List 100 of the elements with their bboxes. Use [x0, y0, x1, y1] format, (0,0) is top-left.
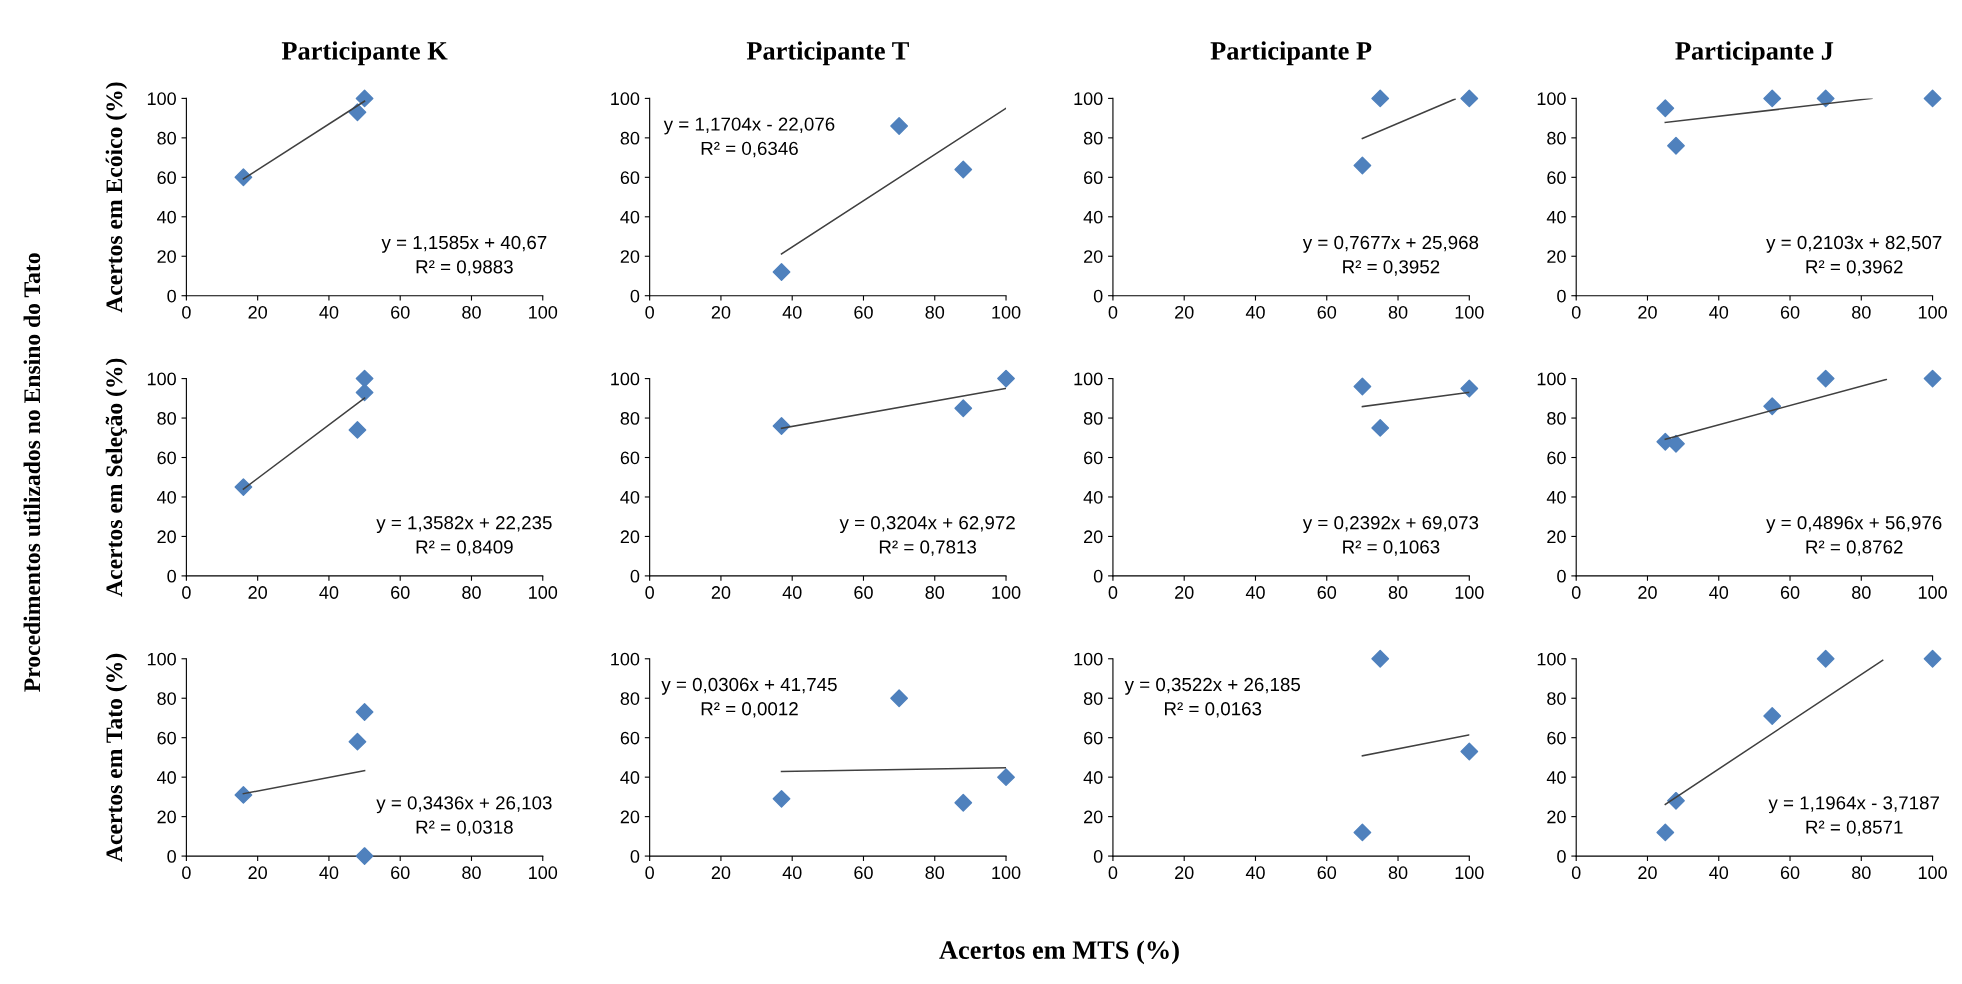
point [1371, 649, 1390, 668]
point [1667, 136, 1685, 155]
x-tick-label: 20 [711, 586, 731, 599]
point [355, 703, 374, 721]
x-tick-label: 60 [1317, 305, 1337, 319]
y-tick-label: 0 [630, 569, 640, 583]
x-tick-label: 40 [319, 305, 339, 319]
point [355, 89, 374, 108]
y-tick-label: 100 [1537, 372, 1566, 386]
y-tick-label: 0 [1093, 850, 1103, 863]
point [1353, 823, 1372, 842]
x-tick-label: 20 [248, 866, 267, 880]
annotation: y = 1,1585x + 40,67 R² = 0,9883 [381, 235, 547, 276]
point [355, 383, 374, 402]
y-tick-label: 60 [157, 171, 176, 185]
x-tick-label: 80 [925, 866, 945, 880]
point [234, 168, 253, 187]
x-tick-label: 80 [462, 305, 481, 319]
x-tick-label: 60 [854, 866, 873, 880]
point [890, 117, 909, 135]
y-tick-label: 100 [611, 372, 640, 386]
y-tick-label: 20 [620, 530, 640, 544]
y-tick-label: 0 [1557, 289, 1566, 303]
y-tick-label: 100 [1074, 372, 1103, 386]
point [1763, 707, 1782, 725]
y-tick-label: 100 [147, 372, 176, 386]
point [1353, 377, 1372, 396]
chart-title: Participante K [281, 41, 448, 66]
y-tick-label: 60 [157, 731, 176, 745]
x-tick-label: 20 [1638, 586, 1657, 599]
y-tick-label: 40 [1083, 490, 1103, 504]
x-tick-label: 20 [1638, 305, 1657, 319]
x-tick-label: 80 [1852, 866, 1871, 880]
x-tick-label: 60 [854, 305, 873, 319]
x-tick-label: 40 [319, 866, 339, 880]
x-tick-label: 80 [1388, 586, 1408, 599]
x-tick-label: 80 [1852, 305, 1871, 319]
point [1816, 89, 1835, 108]
y-tick-label: 40 [1546, 771, 1566, 784]
y-tick-label: 100 [1074, 652, 1103, 666]
y-tick-label: 100 [1537, 652, 1566, 666]
x-tick-label: 80 [1852, 586, 1871, 599]
x-tick-label: 100 [992, 305, 1021, 319]
x-tick-label: 20 [1175, 586, 1194, 599]
y-tick-label: 0 [630, 289, 640, 303]
y-tick-label: 100 [1537, 92, 1566, 106]
text: Acertos em MTS (%) [939, 940, 1179, 965]
annotation: y = 0,2103x + 82,507 R² = 0,3962 [1766, 235, 1942, 276]
y-tick-label: 100 [611, 92, 640, 106]
x-tick-label: 100 [1918, 586, 1947, 599]
y-tick-label: 20 [1084, 530, 1103, 544]
chart-title: Participante T [746, 41, 909, 66]
y-tick-label: 20 [1547, 250, 1566, 263]
x-tick-label: 0 [645, 866, 654, 880]
x-tick-label: 60 [391, 866, 410, 880]
y-tick-label: 80 [1083, 692, 1103, 705]
annotation: y = 0,0306x + 41,745 R² = 0,0012 [661, 677, 837, 718]
x-tick-label: 80 [925, 586, 945, 599]
y-tick-label: 40 [1546, 490, 1566, 504]
x-tick-label: 60 [1780, 305, 1800, 319]
x-tick-label: 0 [1571, 866, 1581, 880]
point [1923, 89, 1942, 108]
point [234, 786, 253, 804]
point [1667, 434, 1685, 453]
y-tick-label: 60 [1547, 171, 1566, 185]
annotation: y = 1,1704x - 22,076 R² = 0,6346 [663, 117, 835, 158]
x-tick-label: 40 [1709, 866, 1729, 880]
y-tick-label: 20 [620, 810, 640, 824]
annotation: y = 0,3204x + 62,972 R² = 0,7813 [839, 516, 1015, 556]
point [1656, 823, 1675, 842]
y-tick-label: 100 [1074, 92, 1103, 106]
x-tick-label: 100 [992, 586, 1021, 599]
y-tick-label: 0 [1093, 569, 1103, 583]
x-tick-label: 20 [1175, 866, 1194, 880]
x-tick-label: 0 [645, 305, 654, 319]
y-tick-label: 0 [167, 569, 176, 583]
annotation: y = 0,2392x + 69,073 R² = 0,1063 [1302, 516, 1479, 556]
point [997, 369, 1015, 388]
y-tick-label: 20 [1547, 530, 1566, 544]
annotation: y = 0,4896x + 56,976 R² = 0,8762 [1766, 516, 1942, 556]
y-tick-label: 100 [147, 92, 176, 106]
y-tick-label: 40 [1083, 771, 1103, 784]
x-tick-label: 0 [1108, 586, 1118, 599]
point [954, 399, 973, 418]
x-tick-label: 80 [925, 305, 945, 319]
y-tick-label: 80 [157, 692, 176, 705]
x-tick-label: 100 [1918, 305, 1947, 319]
x-tick-label: 60 [854, 586, 873, 599]
y-tick-label: 40 [620, 771, 640, 784]
annotation: y = 0,3436x + 26,103 R² = 0,0318 [376, 796, 552, 836]
point [348, 420, 367, 439]
point [1656, 99, 1675, 118]
annotation: y = 0,3522x + 26,185 R² = 0,0163 [1124, 677, 1301, 718]
x-tick-label: 60 [1780, 586, 1800, 599]
y-tick-label: 60 [157, 451, 176, 465]
y-tick-label: 40 [1083, 210, 1103, 224]
point [772, 263, 791, 281]
y-tick-label: 60 [1547, 731, 1566, 745]
x-tick-label: 40 [1245, 866, 1265, 880]
x-tick-label: 100 [1455, 586, 1484, 599]
